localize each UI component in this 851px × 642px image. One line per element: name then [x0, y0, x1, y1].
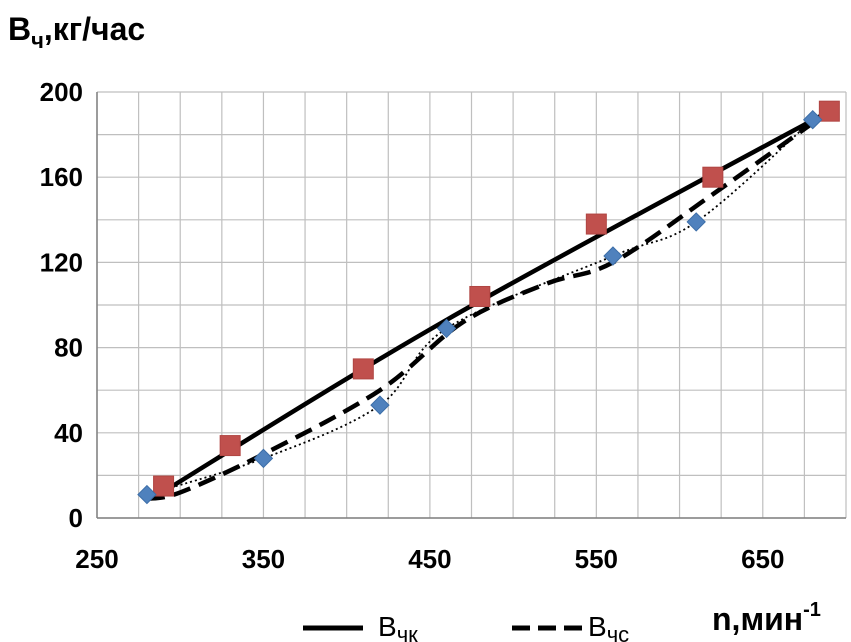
- series-chk-square-marker: [153, 475, 175, 497]
- y-tick-label: 200: [40, 77, 83, 107]
- series-chk-square-marker: [818, 100, 840, 122]
- series-chs-diamond-marker: [370, 395, 390, 415]
- y-axis-title-main: B: [8, 11, 31, 47]
- y-tick-label: 40: [54, 418, 83, 448]
- y-tick-labels: 0 40 80 120 160 200: [40, 77, 83, 533]
- y-axis-title: Bч,кг/час: [8, 11, 145, 53]
- series-chs-trend-line: [146, 109, 831, 502]
- legend-label-1-subscript: чк: [397, 622, 418, 642]
- y-tick-label: 0: [69, 503, 83, 533]
- legend-label-1: Bчк: [378, 611, 418, 642]
- series-chs-diamond-marker: [603, 246, 623, 266]
- series-chk-square-marker: [702, 166, 724, 188]
- series-chs-diamond-marker: [436, 318, 457, 339]
- x-tick-label: 650: [741, 544, 784, 574]
- axes: [96, 92, 846, 519]
- x-tick-label: 350: [242, 544, 285, 574]
- series-chs-diamond-marker: [137, 484, 157, 505]
- y-tick-label: 80: [54, 333, 83, 363]
- legend-label-1-main: B: [378, 611, 397, 642]
- legend-label-2-main: B: [588, 611, 607, 642]
- y-axis-title-subscript: ч: [31, 28, 44, 53]
- x-tick-label: 550: [575, 544, 618, 574]
- y-axis-title-rest: ,кг/час: [44, 11, 145, 47]
- series-chs-diamond-marker: [253, 448, 274, 469]
- legend-label-2-subscript: чс: [607, 622, 629, 642]
- series-chk-square-marker: [352, 358, 374, 380]
- legend-label-2: Bчс: [588, 611, 629, 642]
- series-chk-square-marker: [219, 435, 241, 457]
- series-chk-square-marker: [469, 285, 491, 307]
- x-axis-title: n,мин-1: [712, 599, 821, 637]
- x-axis-title-main: n,мин: [712, 601, 803, 637]
- x-tick-label: 450: [408, 544, 451, 574]
- x-axis-title-superscript: -1: [803, 599, 821, 621]
- series-chs-diamond-marker: [803, 109, 823, 130]
- series-markers: [137, 100, 840, 505]
- y-tick-label: 120: [40, 247, 83, 277]
- x-tick-label: 250: [75, 544, 118, 574]
- y-tick-label: 160: [40, 162, 83, 192]
- legend: Bчк Bчс: [303, 611, 629, 642]
- x-tick-labels: 250 350 450 550 650: [75, 544, 784, 574]
- series-chk-square-marker: [585, 213, 607, 235]
- series-chs-diamond-marker: [686, 212, 706, 232]
